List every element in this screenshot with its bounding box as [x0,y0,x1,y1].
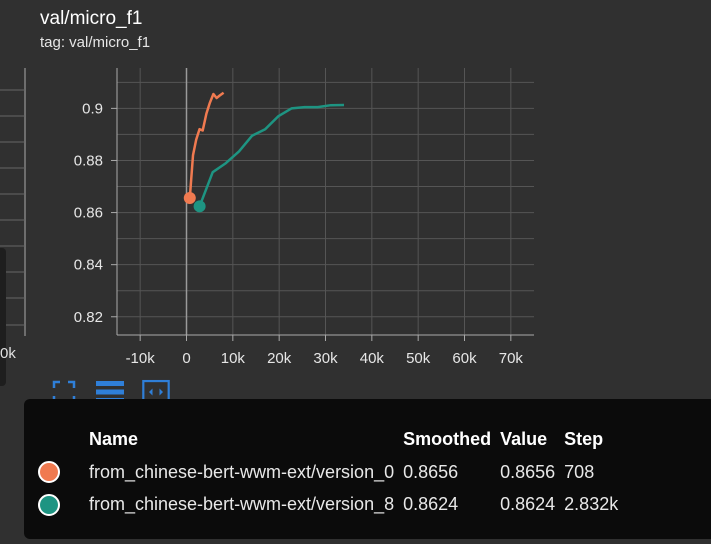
chart-tag: tag: val/micro_f1 [40,34,151,51]
chart-title: val/micro_f1 [40,8,143,29]
series-line [198,103,345,207]
tooltip-value: 0.8656 [500,461,556,482]
chart-tick-labels: 0.82 0.84 0.86 0.88 0.9 -10k 0 10k 20k 30k 40k 50k 6… [74,100,524,367]
tooltip-step: 708 [564,461,595,482]
x-tick-label: -10k [126,350,156,367]
tooltip-smoothed-value: 0.8656 [403,461,459,482]
adjacent-panel-edge [0,248,6,386]
x-tick-label: 0 [182,350,190,367]
tooltip-series-name: from_chinese-bert-wwm-ext/version_8 [89,493,395,514]
tooltip-series-name: from_chinese-bert-wwm-ext/version_0 [89,461,395,482]
tooltip-row: from_chinese-bert-wwm-ext/version_0 0.86… [38,456,627,488]
fit-domain-button[interactable] [50,378,78,406]
adjacent-chart-tick-label: 0k [0,345,16,362]
series-color-swatch [38,493,60,516]
series-line [188,91,225,199]
y-tick-label: 0.88 [74,152,103,169]
tooltip-color-header [38,427,89,456]
tooltip-step-header: Step [564,429,604,449]
tooltip-smoothed-header: Smoothed [403,429,492,449]
chart-tooltip: Name Smoothed Value Step from_chinese-be… [24,399,711,539]
series-highlight-marker [193,200,206,213]
tooltip-name-header: Name [89,429,139,449]
x-tick-label: 10k [221,350,246,367]
tooltip-value-header: Value [500,429,548,449]
chart-series [188,91,345,207]
tooltip-table: Name Smoothed Value Step from_chinese-be… [38,427,627,521]
x-tick-label: 40k [360,350,385,367]
tooltip-smoothed-value: 0.8624 [403,493,459,514]
x-tick-label: 50k [406,350,431,367]
tooltip-value: 0.8624 [500,493,556,514]
x-tick-label: 60k [452,350,477,367]
tooltip-row: from_chinese-bert-wwm-ext/version_8 0.86… [38,488,627,520]
y-tick-label: 0.84 [74,257,103,274]
y-tick-label: 0.9 [82,100,103,117]
x-tick-label: 70k [499,350,524,367]
chart-highlight-markers [183,191,206,213]
x-tick-label: 20k [267,350,292,367]
chart-grid [117,68,534,335]
chart-axes [111,68,534,341]
series-color-swatch [38,461,60,484]
series-highlight-marker [183,191,196,204]
line-chart[interactable]: 0.82 0.84 0.86 0.88 0.9 -10k 0 10k 20k 30k 40k 50k 6… [0,60,560,380]
y-tick-label: 0.82 [74,309,103,326]
x-tick-label: 30k [313,350,338,367]
tooltip-step: 2.832k [564,493,619,514]
fit-domain-icon [52,380,76,404]
y-tick-label: 0.86 [74,205,103,222]
